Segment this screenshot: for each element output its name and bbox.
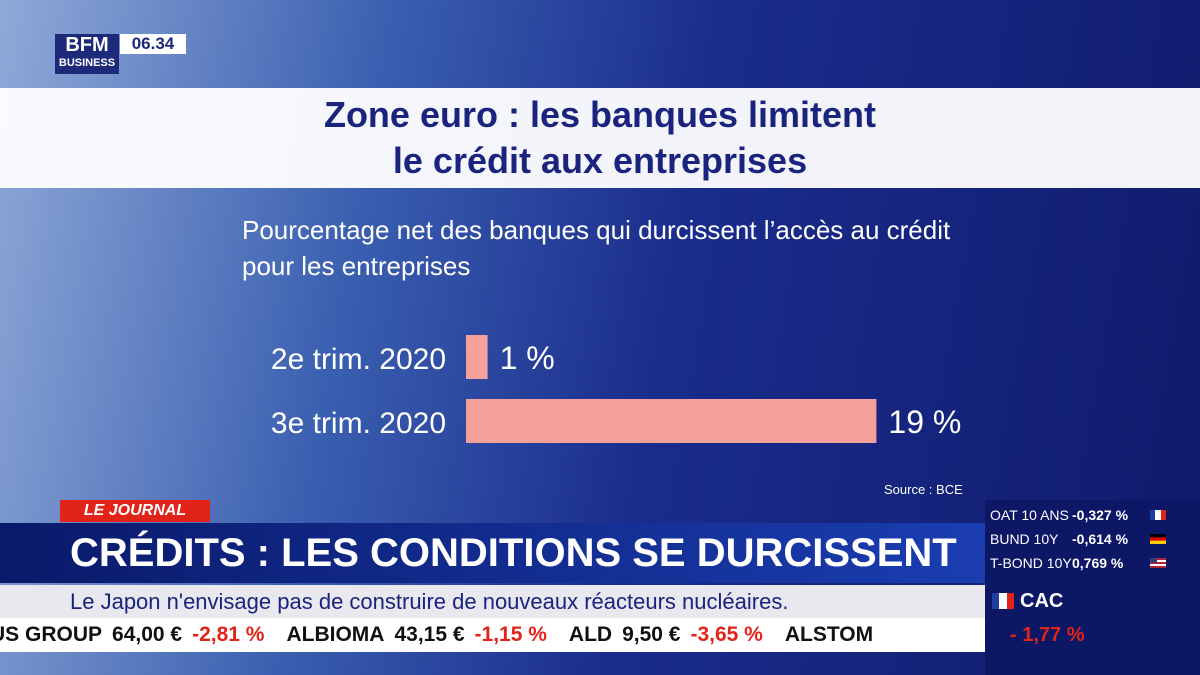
market-panel	[985, 500, 1200, 675]
category-label: 2e trim. 2020	[271, 343, 446, 376]
rate-value: 0,769 %	[1072, 555, 1124, 571]
stock-item: US GROUP 64,00 € -2,81 %	[0, 623, 264, 646]
value-label: 19 %	[888, 404, 961, 440]
stock-name: ALBIOMA	[286, 623, 385, 646]
value-label: 1 %	[500, 340, 555, 376]
stock-price: 43,15 €	[394, 623, 465, 646]
stock-item: ALD 9,50 € -3,65 %	[569, 623, 763, 646]
channel-logo: BFM BUSINESS	[55, 34, 119, 74]
chart-title: Zone euro : les banques limitent le créd…	[323, 94, 877, 181]
flag	[1150, 558, 1166, 568]
rate-name: OAT 10 ANS	[990, 507, 1069, 523]
stock-name: US GROUP	[0, 623, 103, 646]
stock-price: 9,50 €	[622, 623, 681, 646]
headline-band	[0, 523, 985, 583]
flag	[1150, 510, 1166, 520]
clock: 06.34	[120, 34, 186, 54]
stock-item: ALBIOMA 43,15 € -1,15 %	[286, 623, 546, 646]
rate-value: -0,614 %	[1072, 531, 1129, 547]
stock-change: -1,15 %	[474, 623, 547, 646]
stock-change: -2,81 %	[192, 623, 265, 646]
news-crawl: Le Japon n'envisage pas de construire de…	[70, 589, 789, 614]
category-label: 3e trim. 2020	[271, 407, 446, 440]
stock-ticker: US GROUP 64,00 € -2,81 % ALBIOMA 43,15 € -1,1…	[0, 622, 905, 648]
title-band	[0, 88, 1200, 188]
stock-name: ALD	[568, 623, 613, 646]
program-tag: LE JOURNAL	[60, 500, 210, 522]
logo-subtext: BUSINESS	[58, 57, 116, 69]
stock-price: 64,00 €	[112, 623, 183, 646]
rate-value: -0,327 %	[1072, 507, 1129, 523]
stock-change: -3,65 %	[690, 623, 763, 646]
chart-subtitle: Pourcentage net des banques qui durcisse…	[242, 215, 951, 281]
index-label: CAC	[1020, 590, 1064, 612]
chart: 2e trim. 2020 1 % 3e trim. 2020 19 %	[271, 335, 961, 443]
index-name: CAC	[992, 590, 1200, 618]
rate-name: BUND 10Y	[990, 531, 1059, 547]
source: Source : BCE	[884, 482, 963, 497]
rate-name: T-BOND 10Y	[990, 555, 1072, 571]
flag	[992, 593, 1014, 609]
stock-band	[0, 618, 985, 652]
bar	[466, 335, 488, 379]
logo-text: BFM	[65, 34, 109, 56]
stock-name: ALSTOM	[784, 623, 874, 646]
stock-item: ALSTOM	[785, 623, 883, 646]
bar	[466, 399, 877, 443]
crawl-band	[0, 585, 985, 618]
flag	[1150, 534, 1166, 544]
headline: CRÉDITS : LES CONDITIONS SE DURCISSENT	[70, 531, 957, 575]
index-change: - 1,77 %	[1010, 624, 1085, 646]
